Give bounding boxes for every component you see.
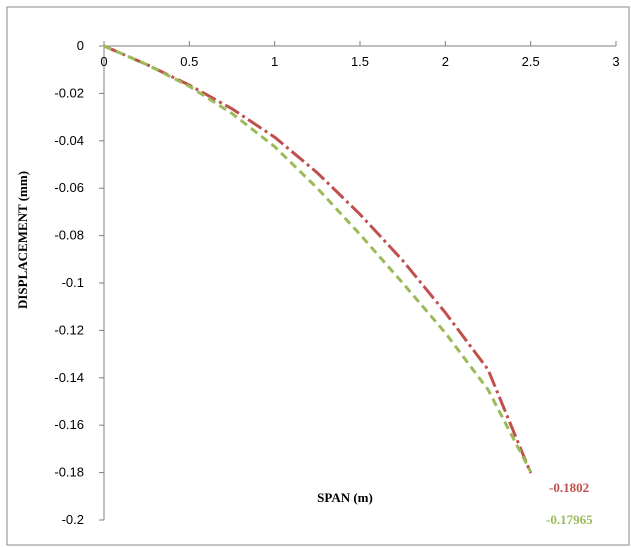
y-tick-label: -0.18 <box>54 465 84 480</box>
y-tick-label: -0.08 <box>54 228 84 243</box>
series-end-label: -0.1802 <box>549 480 589 495</box>
y-axis: 0 -0.02 -0.04 -0.06 -0.08 -0.1 -0.12 -0.14 -0.16… <box>54 38 105 527</box>
y-tick-label: -0.2 <box>62 512 84 527</box>
chart-border <box>6 6 630 546</box>
x-tick-label: 2 <box>442 54 449 69</box>
series-line <box>103 44 533 474</box>
series-line <box>103 44 533 473</box>
x-tick-label: 1.5 <box>351 54 369 69</box>
x-axis-title: SPAN (m) <box>317 490 373 505</box>
y-tick-label: -0.04 <box>54 133 84 148</box>
y-tick-label: 0 <box>77 38 84 53</box>
x-tick-label: 0.5 <box>180 54 198 69</box>
y-axis-title: DISPLACEMENT (mm) <box>15 171 30 309</box>
x-axis: 0 0.5 1 1.5 2 2.5 3 <box>100 41 620 69</box>
x-tick-label: 2.5 <box>522 54 540 69</box>
x-tick-label: 3 <box>612 54 619 69</box>
series-end-label: -0.17965 <box>546 512 593 527</box>
y-tick-label: -0.02 <box>54 85 84 100</box>
x-tick-label: 0 <box>100 54 107 69</box>
y-tick-label: -0.14 <box>54 370 84 385</box>
y-tick-label: -0.06 <box>54 180 84 195</box>
y-tick-label: -0.12 <box>54 322 84 337</box>
series-lines <box>103 44 533 474</box>
y-tick-label: -0.1 <box>62 275 84 290</box>
y-tick-label: -0.16 <box>54 417 84 432</box>
x-tick-label: 1 <box>271 54 278 69</box>
